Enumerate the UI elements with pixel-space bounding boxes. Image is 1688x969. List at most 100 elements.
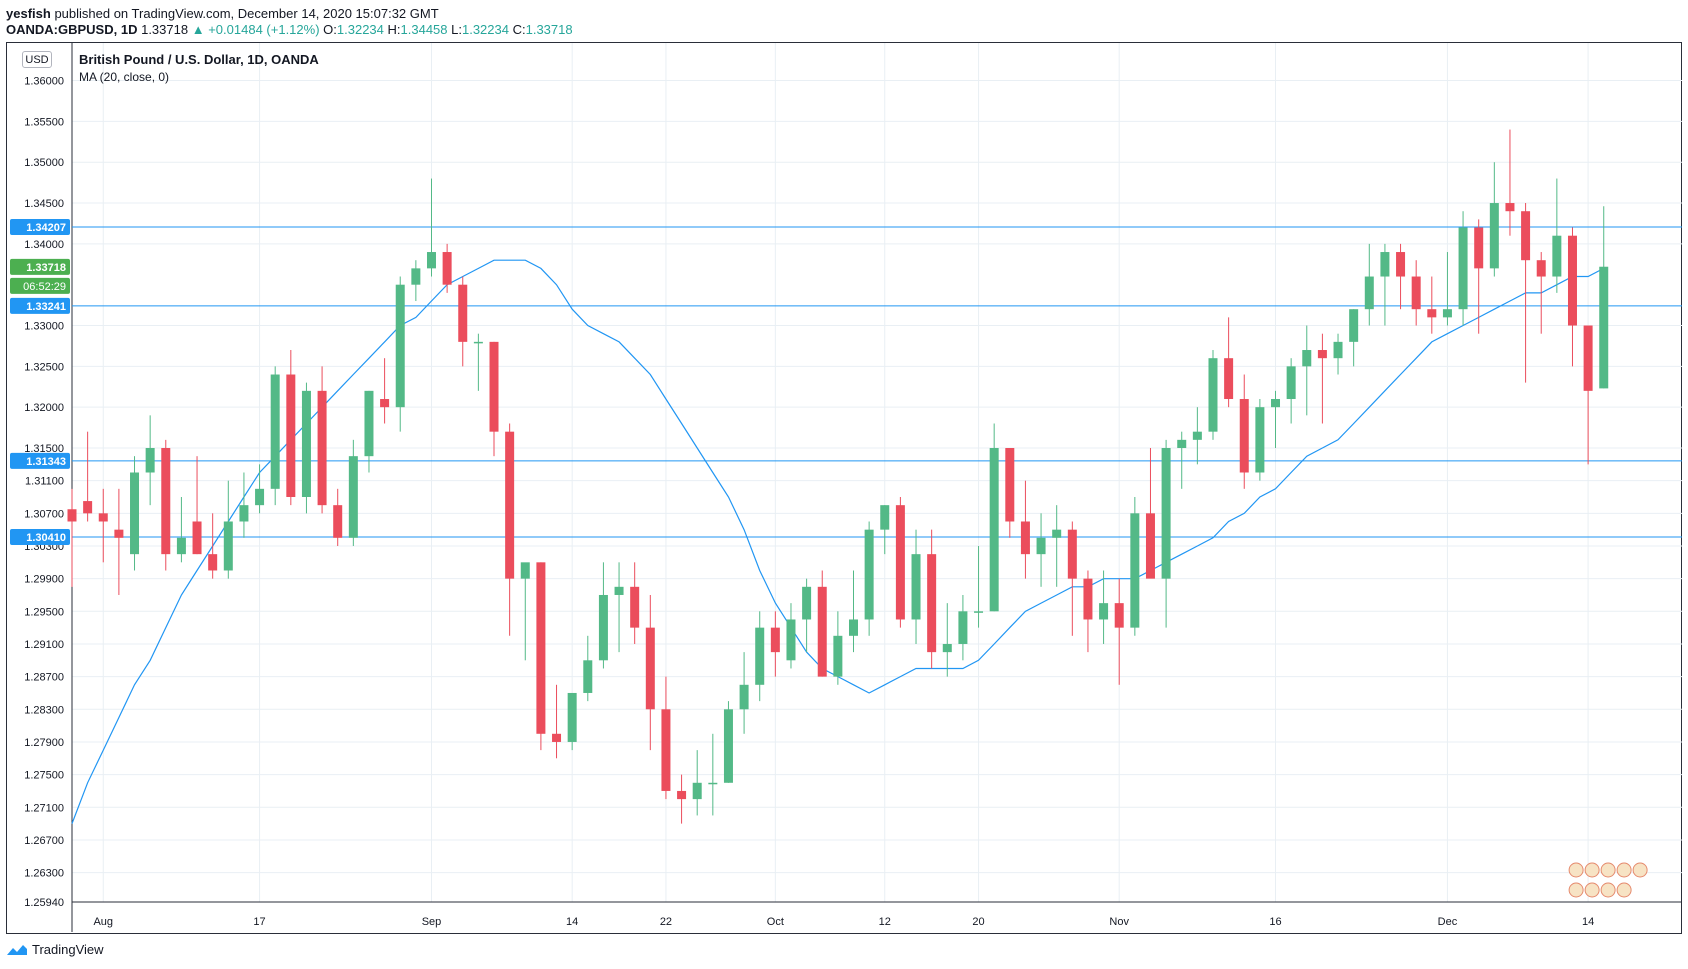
candle-up — [739, 684, 749, 710]
countdown-label: 06:52:29 — [23, 281, 66, 293]
candle-up — [723, 709, 733, 783]
candle-down — [630, 586, 640, 628]
candle-up — [1599, 266, 1609, 389]
candle-up — [911, 554, 921, 620]
candle-up — [786, 619, 796, 661]
y-tick-label: 1.32500 — [24, 361, 64, 373]
candle-up — [239, 505, 249, 522]
candle-down — [1396, 252, 1406, 277]
event-flag-icon — [1568, 882, 1584, 898]
y-tick-label: 1.27900 — [24, 737, 64, 749]
candle-down — [161, 448, 171, 555]
x-tick-label: Sep — [422, 916, 442, 928]
candle-up — [395, 284, 405, 408]
candle-up — [1442, 309, 1452, 318]
candle-down — [67, 509, 77, 522]
y-tick-label: 1.34000 — [24, 239, 64, 251]
candle-up — [473, 341, 483, 344]
candle-down — [317, 390, 327, 506]
candle-up — [1255, 407, 1265, 473]
candle-down — [1583, 325, 1593, 391]
candle-up — [942, 643, 952, 653]
open-label: O: — [323, 22, 337, 37]
candle-up — [1333, 341, 1343, 359]
candle-down — [1474, 227, 1484, 269]
candle-up — [880, 505, 890, 530]
candle-down — [927, 554, 937, 653]
candle-down — [1427, 309, 1437, 318]
candle-up — [1364, 276, 1374, 310]
candle-up — [1036, 537, 1046, 555]
candle-down — [286, 374, 296, 497]
publish-line: yesfish published on TradingView.com, De… — [6, 6, 439, 21]
event-flag-icon — [1584, 882, 1600, 898]
change-value: +0.01484 (+1.12%) — [208, 22, 320, 37]
chart-frame — [6, 42, 1682, 934]
candle-up — [270, 374, 280, 489]
candle-down — [770, 627, 780, 653]
y-tick-label: 1.26300 — [24, 868, 64, 880]
candle-down — [817, 586, 827, 677]
candle-up — [1552, 235, 1562, 277]
open-value: 1.32234 — [336, 22, 384, 37]
candle-up — [411, 268, 421, 285]
event-flag-icon — [1616, 862, 1632, 878]
candle-up — [255, 488, 265, 506]
candle-down — [333, 505, 343, 538]
event-flag-icon — [1616, 882, 1632, 898]
candle-down — [895, 505, 905, 620]
hline-price-label-bg — [10, 297, 70, 314]
candle-down — [536, 562, 546, 734]
candle-down — [1505, 203, 1515, 212]
ma-indicator-label[interactable]: MA (20, close, 0) — [79, 70, 170, 84]
y-tick-label: 1.29100 — [24, 639, 64, 651]
x-tick-label: 22 — [660, 916, 672, 928]
high-label: H: — [387, 22, 401, 37]
candle-up — [958, 611, 968, 644]
x-tick-label: Oct — [767, 916, 784, 928]
candle-up — [598, 594, 608, 661]
candle-up — [1458, 227, 1468, 310]
candle-down — [1521, 211, 1531, 261]
candle-down — [1239, 399, 1249, 473]
hline-price-label: 1.30410 — [26, 532, 66, 544]
close-value: 1.33718 — [525, 22, 573, 37]
candle-up — [1099, 603, 1109, 620]
candle-up — [989, 448, 999, 612]
candle-up — [301, 390, 311, 497]
y-tick-label: 1.27500 — [24, 770, 64, 782]
candle-down — [1067, 529, 1077, 579]
footer-brand[interactable]: TradingView — [32, 942, 104, 957]
candle-up — [614, 586, 624, 595]
hline-price-label-bg — [10, 452, 70, 469]
candle-down — [645, 627, 655, 710]
candle-up — [849, 619, 858, 636]
last-price-label-bg — [10, 258, 70, 275]
hline-price-label-bg — [10, 529, 70, 546]
candle-up — [974, 611, 984, 613]
candle-down — [1083, 578, 1093, 620]
candle-up — [1489, 203, 1499, 269]
last-price-label: 1.33718 — [26, 262, 66, 274]
candle-up — [833, 635, 843, 677]
currency-button[interactable]: USD — [22, 51, 52, 68]
x-tick-label: 12 — [879, 916, 891, 928]
candle-up — [583, 660, 593, 693]
candle-up — [1349, 309, 1359, 342]
candle-down — [677, 790, 687, 800]
x-tick-label: Aug — [93, 916, 113, 928]
tradingview-logo-icon — [7, 944, 27, 955]
candle-down — [1020, 521, 1030, 555]
author-name[interactable]: yesfish — [6, 6, 51, 21]
candle-up — [223, 521, 233, 571]
event-flag-icon — [1600, 882, 1616, 898]
publish-info: published on TradingView.com, December 1… — [54, 6, 439, 21]
chart-title: British Pound / U.S. Dollar, 1D, OANDA — [79, 52, 319, 67]
hline-price-label: 1.34207 — [26, 222, 66, 234]
candle-up — [802, 586, 812, 620]
candle-up — [1302, 350, 1312, 367]
candle-down — [1317, 350, 1327, 359]
x-tick-label: 17 — [253, 916, 265, 928]
candle-down — [83, 501, 93, 514]
